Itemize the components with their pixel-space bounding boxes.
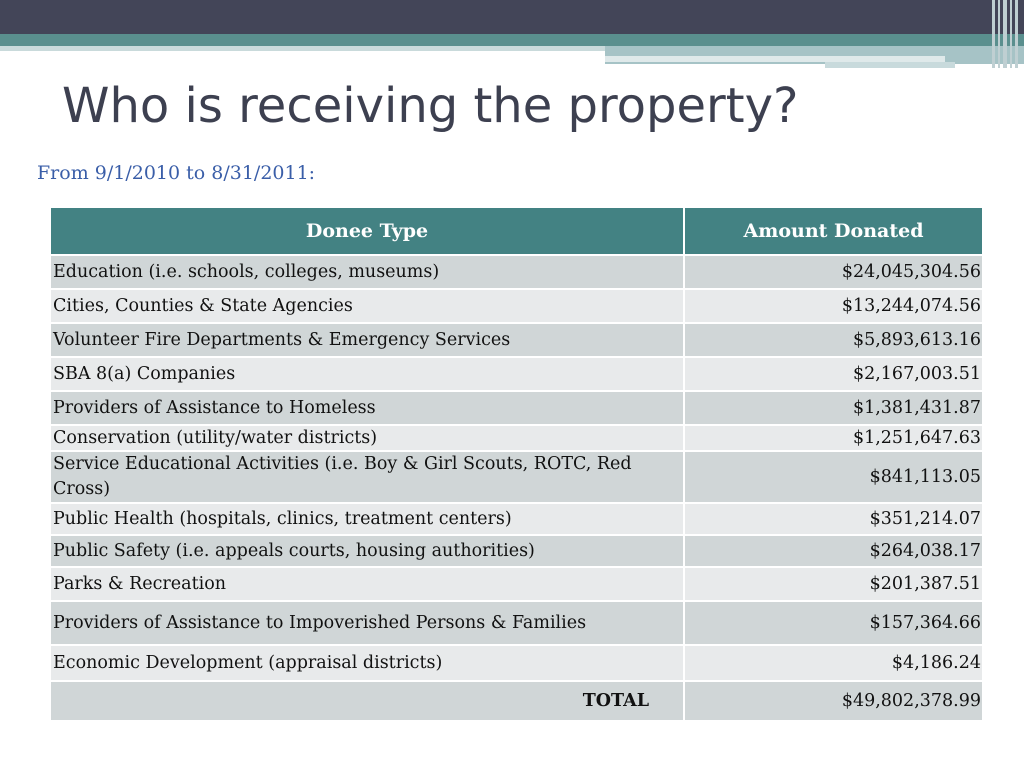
table-row: Economic Development (appraisal district…: [51, 644, 982, 681]
decorative-light-band: [825, 62, 955, 68]
amount-cell: $24,045,304.56: [684, 254, 982, 289]
amount-cell: $841,113.05: [684, 450, 982, 503]
table-row: Volunteer Fire Departments & Emergency S…: [51, 322, 982, 357]
table-row: Education (i.e. schools, colleges, museu…: [51, 254, 982, 289]
decorative-top-band: [0, 0, 1024, 34]
amount-cell: $5,893,613.16: [684, 322, 982, 357]
amount-cell: $2,167,003.51: [684, 356, 982, 391]
amount-cell: $264,038.17: [684, 534, 982, 567]
table-row: Providers of Assistance to Impoverished …: [51, 600, 982, 645]
date-range-subtitle: From 9/1/2010 to 8/31/2011:: [37, 162, 316, 184]
decorative-teal-band: [0, 34, 1024, 46]
total-label: TOTAL: [51, 680, 685, 720]
decorative-light-band: [605, 56, 945, 62]
donee-type-cell: Providers of Assistance to Homeless: [51, 390, 685, 425]
donee-type-cell: Economic Development (appraisal district…: [51, 644, 685, 681]
table-row: Providers of Assistance to Homeless $1,3…: [51, 390, 982, 425]
donee-type-cell: Conservation (utility/water districts): [51, 424, 685, 451]
decorative-stripes: [992, 0, 1020, 68]
donee-type-cell: Providers of Assistance to Impoverished …: [51, 600, 685, 645]
amount-cell: $13,244,074.56: [684, 288, 982, 323]
column-header-amount-donated: Amount Donated: [684, 208, 982, 255]
donee-type-cell: Volunteer Fire Departments & Emergency S…: [51, 322, 685, 357]
amount-cell: $157,364.66: [684, 600, 982, 645]
amount-cell: $4,186.24: [684, 644, 982, 681]
table-row: Cities, Counties & State Agencies $13,24…: [51, 288, 982, 323]
donee-type-cell: Public Health (hospitals, clinics, treat…: [51, 502, 685, 535]
table-row: Service Educational Activities (i.e. Boy…: [51, 450, 982, 503]
table-row: SBA 8(a) Companies $2,167,003.51: [51, 356, 982, 391]
amount-cell: $1,251,647.63: [684, 424, 982, 451]
column-header-donee-type: Donee Type: [51, 208, 685, 255]
slide-title: Who is receiving the property?: [62, 78, 799, 134]
donee-type-cell: Cities, Counties & State Agencies: [51, 288, 685, 323]
total-amount: $49,802,378.99: [684, 680, 982, 720]
donee-type-cell: Education (i.e. schools, colleges, museu…: [51, 254, 685, 289]
total-row: TOTAL $49,802,378.99: [51, 680, 982, 720]
amount-cell: $201,387.51: [684, 566, 982, 601]
amount-cell: $351,214.07: [684, 502, 982, 535]
donee-type-cell: Parks & Recreation: [51, 566, 685, 601]
donee-type-cell: Service Educational Activities (i.e. Boy…: [51, 450, 685, 503]
table-row: Public Safety (i.e. appeals courts, hous…: [51, 534, 982, 567]
table-row: Public Health (hospitals, clinics, treat…: [51, 502, 982, 535]
donations-table: Donee Type Amount Donated Education (i.e…: [51, 208, 982, 720]
decorative-light-band: [0, 46, 605, 51]
table-header-row: Donee Type Amount Donated: [51, 208, 982, 255]
table-row: Conservation (utility/water districts) $…: [51, 424, 982, 451]
table-row: Parks & Recreation $201,387.51: [51, 566, 982, 601]
donee-type-cell: SBA 8(a) Companies: [51, 356, 685, 391]
donee-type-cell: Public Safety (i.e. appeals courts, hous…: [51, 534, 685, 567]
amount-cell: $1,381,431.87: [684, 390, 982, 425]
